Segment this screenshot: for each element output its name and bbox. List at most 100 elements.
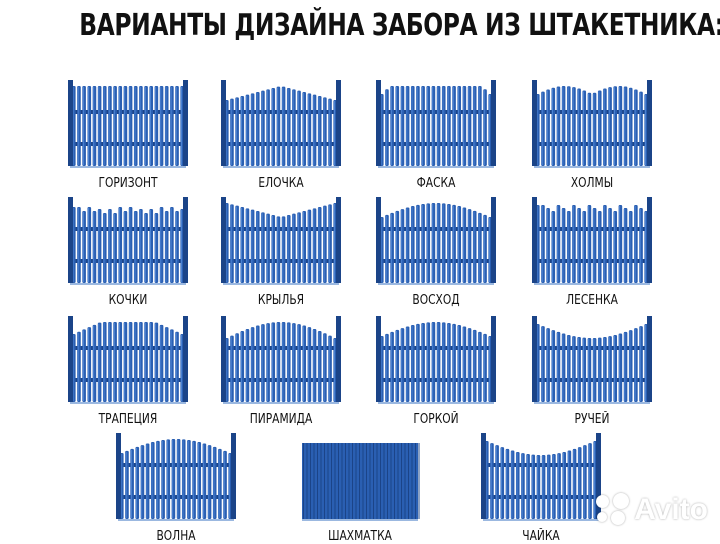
fence-picket bbox=[286, 322, 291, 402]
fence-picket bbox=[156, 440, 160, 519]
fence-picket-highlight bbox=[261, 91, 263, 165]
fence-rail bbox=[120, 463, 232, 467]
fence-picket-highlight bbox=[583, 91, 584, 165]
fence-picket bbox=[572, 448, 577, 519]
fence-ground-shadow bbox=[302, 519, 418, 521]
fence-picket bbox=[582, 337, 587, 402]
fence-picket bbox=[426, 86, 431, 166]
fence-picket bbox=[176, 439, 181, 519]
fence-picket-highlight bbox=[108, 87, 110, 165]
fence-picket bbox=[500, 447, 505, 519]
fence-picket bbox=[405, 86, 410, 166]
fence-picket-highlight bbox=[277, 87, 279, 165]
fence-picket bbox=[472, 86, 477, 166]
fence-picket bbox=[623, 208, 628, 283]
fence-picket bbox=[144, 213, 148, 283]
fence-rail bbox=[120, 495, 232, 499]
fence-picket-highlight bbox=[557, 206, 559, 282]
fence-picket-highlight bbox=[98, 210, 100, 282]
fence-slat-line bbox=[303, 443, 304, 519]
fence-rail bbox=[225, 110, 337, 114]
fence-picket-highlight bbox=[72, 335, 74, 401]
fence-picket-highlight bbox=[396, 87, 397, 165]
fence-picket-highlight bbox=[573, 449, 575, 518]
fence-picket bbox=[170, 207, 174, 283]
fence-picket-highlight bbox=[416, 87, 418, 165]
fence-picket-highlight bbox=[155, 214, 157, 282]
fence-picket bbox=[307, 327, 312, 402]
fence-picket-highlight bbox=[478, 213, 480, 282]
fence-picket bbox=[261, 90, 265, 166]
fence-picket-highlight bbox=[272, 323, 273, 401]
fence-slat-line bbox=[359, 443, 360, 519]
fence-picket-highlight bbox=[136, 447, 137, 518]
fence-picket-highlight bbox=[225, 339, 227, 401]
fence-picket-highlight bbox=[421, 204, 423, 282]
fence-illustration-faska bbox=[376, 80, 496, 168]
fence-picket bbox=[323, 205, 327, 283]
fence-picket-highlight bbox=[113, 87, 115, 165]
fence-picket-highlight bbox=[603, 89, 605, 165]
fence-picket bbox=[235, 97, 239, 166]
fence-picket bbox=[87, 327, 92, 402]
fence-picket bbox=[245, 328, 250, 402]
fence-slat-line bbox=[327, 443, 329, 519]
fence-picket bbox=[566, 211, 571, 283]
fence-picket bbox=[312, 94, 317, 166]
fence-slat-line bbox=[324, 443, 325, 519]
fence-picket bbox=[521, 453, 525, 519]
fence-picket bbox=[577, 208, 581, 283]
fence-picket bbox=[582, 90, 587, 166]
fence-picket-highlight bbox=[588, 93, 590, 165]
fence-rail bbox=[380, 259, 492, 263]
fence-picket-highlight bbox=[277, 323, 279, 401]
fence-picket-highlight bbox=[303, 326, 304, 401]
fence-picket-highlight bbox=[442, 204, 444, 282]
fence-picket-highlight bbox=[483, 215, 485, 282]
fence-picket bbox=[250, 327, 255, 402]
fence-picket bbox=[566, 334, 571, 402]
fence-picket bbox=[447, 203, 451, 283]
fence-picket-highlight bbox=[603, 206, 605, 282]
fence-post bbox=[336, 80, 341, 166]
fence-item-pyramid: ПИРАМИДА bbox=[221, 316, 341, 427]
fence-picket bbox=[587, 337, 592, 402]
fence-slat-line bbox=[387, 443, 388, 519]
fence-picket bbox=[149, 322, 154, 402]
fence-picket-highlight bbox=[165, 328, 167, 401]
fence-post bbox=[221, 197, 226, 283]
fence-rail bbox=[380, 227, 492, 231]
fence-picket-highlight bbox=[225, 204, 227, 282]
fence-picket-highlight bbox=[93, 212, 95, 282]
fence-picket-highlight bbox=[175, 212, 177, 282]
fence-picket bbox=[416, 86, 420, 166]
fence-picket bbox=[400, 328, 405, 402]
fence-picket bbox=[467, 209, 472, 283]
fence-picket bbox=[405, 326, 410, 402]
fence-picket bbox=[192, 440, 196, 519]
fence-picket-highlight bbox=[473, 211, 475, 282]
fence-label: ФАСКА bbox=[416, 176, 456, 191]
fence-picket bbox=[441, 203, 446, 283]
fence-picket-highlight bbox=[119, 323, 120, 401]
fence-post bbox=[68, 197, 73, 283]
fence-picket bbox=[608, 336, 612, 402]
fence-picket bbox=[613, 86, 618, 166]
fence-illustration-stream bbox=[532, 316, 652, 404]
fence-picket-highlight bbox=[583, 446, 585, 518]
fence-picket bbox=[541, 326, 545, 402]
fence-picket bbox=[385, 333, 389, 402]
fence-picket-highlight bbox=[385, 215, 387, 282]
fence-post bbox=[336, 316, 341, 402]
fence-post bbox=[647, 80, 652, 166]
fence-picket-highlight bbox=[328, 205, 330, 282]
fence-picket-highlight bbox=[639, 327, 641, 401]
fence-picket bbox=[108, 86, 112, 166]
fence-picket bbox=[166, 439, 171, 519]
fence-picket bbox=[255, 92, 260, 166]
fence-picket bbox=[556, 86, 561, 166]
fence-picket-highlight bbox=[251, 210, 253, 282]
fence-rail bbox=[225, 346, 337, 350]
fence-picket-highlight bbox=[129, 323, 131, 401]
fence-picket bbox=[161, 439, 165, 519]
